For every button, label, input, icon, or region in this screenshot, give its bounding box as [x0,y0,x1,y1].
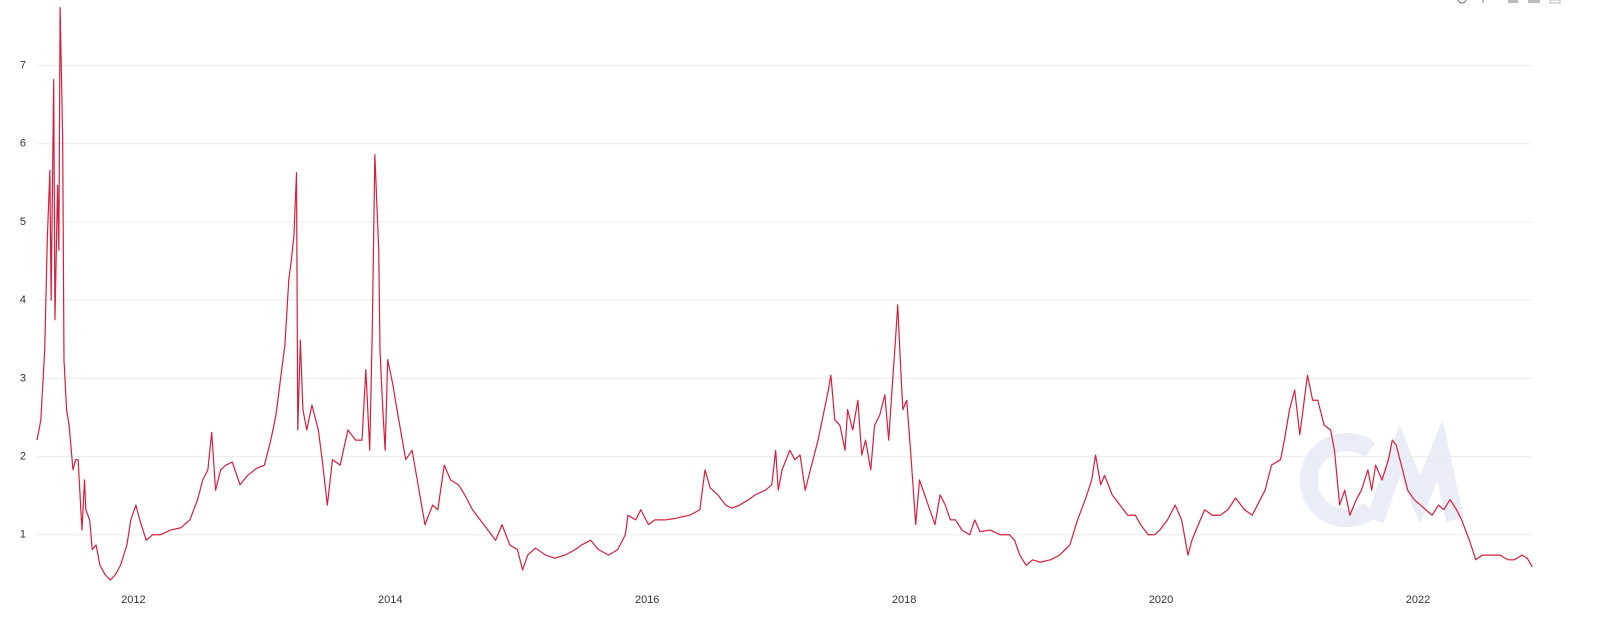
x-tick-label: 2018 [892,594,916,606]
y-tick-label: 2 [20,450,26,462]
tool-icon[interactable] [1549,0,1561,4]
x-tick-label: 2016 [635,594,659,606]
x-tick-label: 2012 [121,594,145,606]
zoom-icon[interactable] [1457,0,1467,4]
x-tick-label: 2020 [1149,594,1173,606]
tool-icon[interactable] [1482,0,1484,3]
x-tick-label: 2022 [1406,594,1430,606]
y-tick-label: 3 [20,372,26,384]
axes: 1 2 3 4 5 6 7 2012 2014 2016 2018 2020 2022 [20,59,1430,605]
y-tick-label: 1 [20,529,26,541]
grid [37,65,1532,536]
y-tick-label: 4 [20,294,26,306]
y-tick-label: 5 [20,216,26,228]
toolbar[interactable] [1457,0,1561,4]
plot [36,7,1533,581]
x-tick-label: 2014 [378,594,402,606]
tool-icon[interactable] [1528,0,1540,3]
watermark [1299,419,1464,527]
data-line [36,7,1533,581]
tool-icon[interactable] [1508,0,1518,3]
y-tick-label: 7 [20,59,26,71]
y-tick-label: 6 [20,138,26,150]
